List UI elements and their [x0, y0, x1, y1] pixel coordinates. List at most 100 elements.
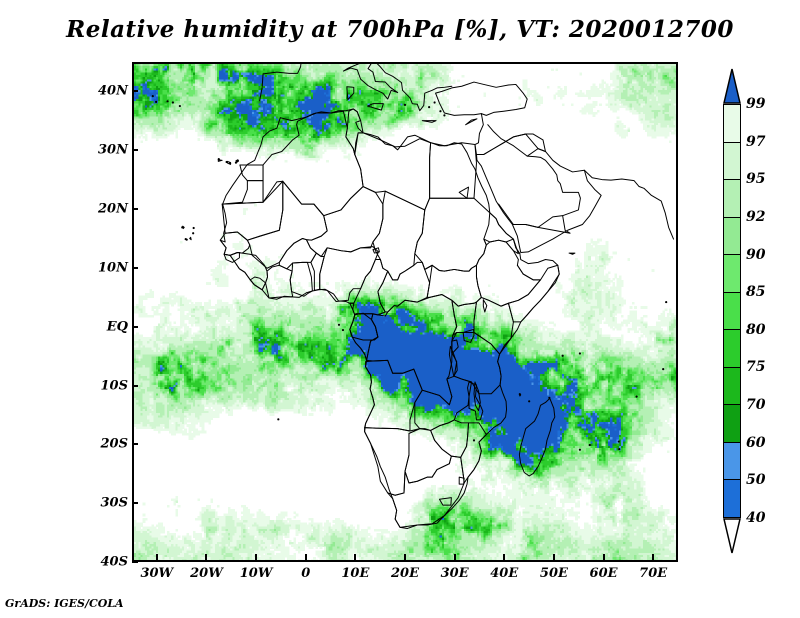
geo-b_lakemalawi [473, 381, 481, 412]
geo-madagascar [518, 397, 556, 477]
colorbar-tick-label: 90 [746, 246, 766, 263]
colorbar-band [724, 442, 740, 481]
island-dot [618, 448, 621, 451]
geo-b_malawi [467, 381, 484, 421]
geo-b_lakenasser [458, 186, 470, 199]
island-dot [225, 160, 228, 164]
colorbar-band [724, 480, 740, 518]
colorbar-band [724, 367, 740, 406]
geo-b_chad [372, 190, 426, 281]
geo-b_sicily [367, 103, 384, 111]
colorbar-tick-label: 92 [746, 208, 766, 225]
y-axis-label: 30N [98, 142, 128, 158]
colorbar-band [724, 105, 740, 143]
geo-b_liberia [249, 276, 267, 291]
x-axis-label: 60E [589, 566, 618, 581]
y-axis-label: 20N [98, 201, 128, 217]
x-axis-tick [155, 554, 158, 560]
geo-b_mauritania [221, 180, 284, 241]
relative-humidity-map [134, 64, 676, 560]
geo-canaries2 [217, 159, 223, 162]
island-dot [234, 161, 238, 164]
x-axis-label: 50E [539, 566, 568, 581]
geo-b_sardinia [346, 86, 355, 101]
footer-credit: GrADS: IGES/COLA [5, 597, 124, 610]
geo-b_crete [421, 120, 437, 123]
island-dot [166, 100, 169, 103]
geo-b_benin_togo [310, 252, 325, 291]
geo-b_namibia [364, 427, 421, 496]
y-axis-label: 40N [98, 83, 128, 99]
x-axis-tick [354, 554, 357, 560]
geo-b_lakechad [372, 247, 380, 254]
geo-cyprus [465, 118, 478, 126]
island-dot [635, 395, 638, 398]
geo-b_laketanganyika [448, 345, 458, 377]
colorbar-tick-label: 70 [746, 397, 766, 414]
geo-b_eritrea_dj [485, 238, 519, 255]
x-axis-tick [503, 554, 506, 560]
y-axis-tick [132, 325, 138, 328]
geo-b_mali_algeria2 [313, 203, 325, 217]
y-axis-label: 20S [100, 436, 128, 452]
colorbar-tick-label: 40 [746, 510, 766, 526]
colorbar-band [724, 292, 740, 331]
island-dot [178, 104, 181, 108]
page-title: Relative humidity at 700hPa [%], VT: 202… [66, 16, 734, 43]
island-speckles [151, 95, 668, 451]
geo-b_libya [354, 132, 432, 211]
y-axis-label: 30S [100, 495, 128, 511]
geo-b_morocco [239, 164, 264, 182]
geo-b_redsea_line [489, 212, 521, 255]
y-axis-tick [132, 502, 138, 505]
geo-balkans_greece [376, 64, 453, 112]
x-axis-tick [304, 554, 307, 560]
geo-b_arabia_saudi [487, 124, 581, 228]
colorbar-tick-label: 95 [746, 171, 766, 188]
geo-capeverde [189, 236, 192, 241]
x-axis-tick [453, 554, 456, 560]
geo-iberia_europe [259, 64, 302, 102]
colorbar-tick-label: 99 [746, 96, 766, 112]
colorbar-tick-label: 85 [746, 284, 766, 301]
y-axis-tick [132, 208, 138, 211]
geo-turkey [435, 81, 528, 116]
x-axis-label: 20E [391, 566, 419, 581]
geo-b_iraq_iran [483, 133, 546, 157]
geo-b_eswatini [458, 476, 465, 485]
geo-canaries [227, 160, 232, 165]
colorbar-band [724, 330, 740, 368]
island-dot [578, 448, 582, 451]
x-axis-label: 70E [639, 566, 668, 581]
y-axis-tick [132, 149, 138, 152]
geo-italy [342, 64, 399, 100]
island-dot [277, 418, 280, 421]
island-dot [228, 162, 232, 165]
x-axis-label: 40E [490, 566, 519, 581]
geo-b_southsudan [424, 264, 482, 307]
x-axis-label: 0 [301, 566, 311, 581]
island-dot [155, 100, 158, 103]
island-dot [439, 110, 442, 113]
colorbar-tick-label: 97 [746, 133, 766, 150]
geo-b_egypt [429, 142, 477, 199]
geo-levant [474, 113, 602, 253]
geo-b_uganda [451, 299, 477, 336]
geo-b_southafrica [387, 455, 465, 528]
island-dot [665, 300, 668, 304]
geo-b_socotra [568, 252, 576, 255]
island-dot [171, 101, 175, 104]
colorbar-tick-label: 50 [746, 472, 766, 489]
colorbar-band [724, 217, 740, 256]
colorbar-band [724, 255, 740, 293]
y-axis-tick [132, 443, 138, 446]
x-axis-label: 20W [190, 566, 223, 581]
island-dot [192, 232, 195, 235]
geo-b_somalia [507, 264, 560, 323]
island-dot [151, 95, 154, 98]
colorbar-band [724, 405, 740, 443]
y-axis-label: 40S [100, 554, 128, 570]
geo-b_niger [305, 186, 384, 258]
island-dot [617, 440, 620, 443]
